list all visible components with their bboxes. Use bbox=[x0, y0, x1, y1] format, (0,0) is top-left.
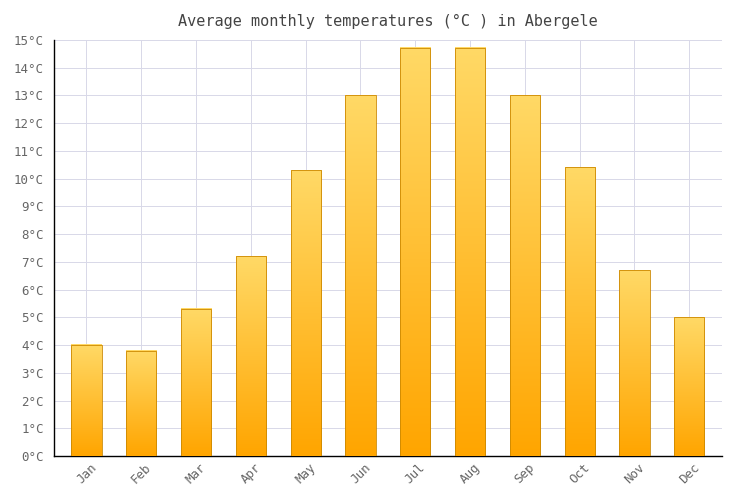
Bar bbox=[181, 309, 211, 456]
Bar bbox=[291, 170, 321, 456]
Bar bbox=[236, 256, 266, 456]
Bar bbox=[455, 48, 485, 456]
Bar bbox=[345, 96, 375, 456]
Title: Average monthly temperatures (°C ) in Abergele: Average monthly temperatures (°C ) in Ab… bbox=[178, 14, 598, 29]
Bar bbox=[71, 345, 102, 456]
Bar bbox=[565, 168, 595, 456]
Bar bbox=[510, 96, 540, 456]
Bar bbox=[400, 48, 431, 456]
Bar bbox=[126, 350, 156, 456]
Bar bbox=[674, 318, 704, 456]
Bar bbox=[620, 270, 649, 456]
